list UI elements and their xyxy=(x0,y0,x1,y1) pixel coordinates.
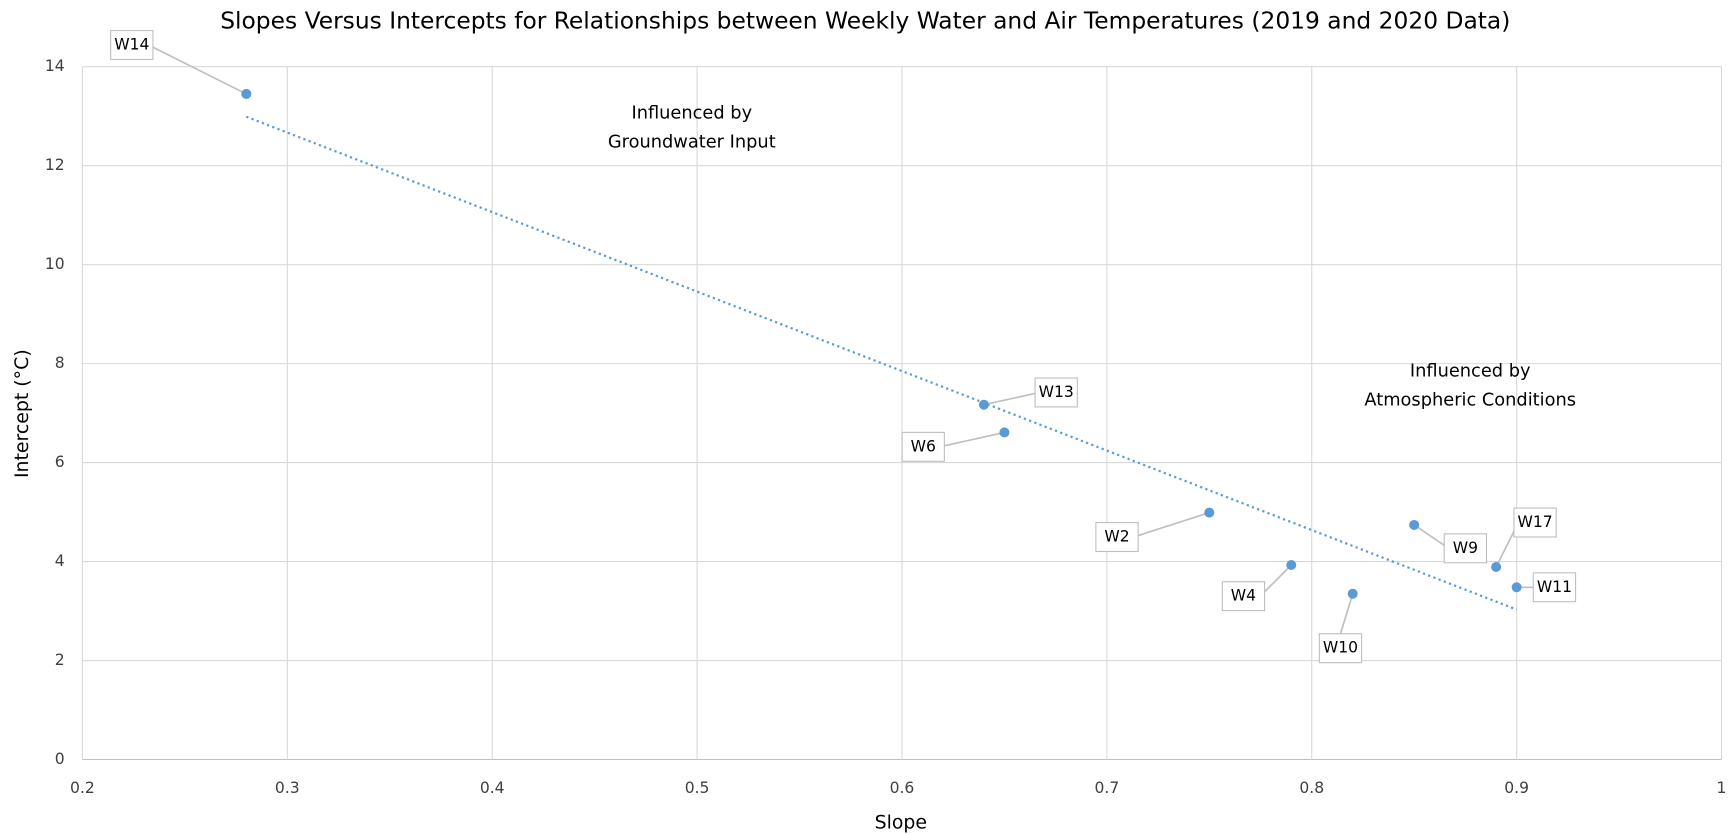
trendline xyxy=(245,115,1518,611)
callout-leader xyxy=(939,431,1005,448)
callout-leader xyxy=(1133,511,1210,538)
y-tick-label: 8 xyxy=(55,354,65,372)
annotation: Groundwater Input xyxy=(608,131,776,152)
annotation: Influenced by xyxy=(1410,360,1531,381)
y-tick-label: 14 xyxy=(45,57,65,75)
y-tick-label: 6 xyxy=(55,453,65,471)
callout-box xyxy=(1513,507,1557,538)
callout-leader xyxy=(1413,524,1450,549)
x-tick-label: 0.5 xyxy=(685,779,710,797)
callout-box xyxy=(1221,581,1266,612)
x-tick-label: 0.3 xyxy=(275,779,300,797)
x-tick-label: 0.6 xyxy=(890,779,915,797)
point-label: W14 xyxy=(114,36,149,54)
x-tick-label: 0.8 xyxy=(1299,779,1324,797)
chart-title: Slopes Versus Intercepts for Relationshi… xyxy=(220,7,1510,35)
callout-box xyxy=(1318,633,1363,664)
point xyxy=(1491,561,1502,573)
point-label: W9 xyxy=(1453,539,1478,557)
point xyxy=(1511,582,1522,593)
y-tick-label: 0 xyxy=(55,750,65,768)
point xyxy=(978,399,989,410)
callout-box xyxy=(110,29,154,61)
point xyxy=(999,427,1010,438)
point-label: W4 xyxy=(1231,587,1256,605)
x-tick-label: 0.2 xyxy=(70,779,95,797)
point xyxy=(1286,560,1297,571)
callout-leader xyxy=(148,44,247,95)
callout-box xyxy=(1443,533,1488,564)
callout-box xyxy=(1034,377,1078,408)
x-tick-label: 0.9 xyxy=(1504,779,1529,797)
point xyxy=(1347,588,1358,599)
callout-box xyxy=(1095,522,1139,553)
callout-box xyxy=(1532,572,1577,603)
y-tick-label: 4 xyxy=(55,552,65,570)
callout-leader xyxy=(1339,593,1354,635)
y-tick-label: 2 xyxy=(55,651,65,669)
y-tick-label: 10 xyxy=(45,255,65,273)
point xyxy=(1204,507,1215,518)
point-label: W10 xyxy=(1323,639,1358,657)
point-label: W6 xyxy=(911,437,936,455)
point xyxy=(241,88,252,99)
y-axis-title: Intercept (°C) xyxy=(11,349,33,478)
x-tick-label: 1 xyxy=(1717,779,1727,797)
point-label: W17 xyxy=(1517,513,1552,531)
x-tick-label: 0.7 xyxy=(1094,779,1119,797)
annotation: Atmospheric Conditions xyxy=(1364,389,1576,410)
point-label: W13 xyxy=(1039,383,1074,401)
callout-box xyxy=(901,431,945,462)
annotation: Influenced by xyxy=(631,102,752,123)
x-axis-title: Slope xyxy=(875,811,927,833)
callout-leader xyxy=(983,391,1040,406)
point xyxy=(1409,519,1420,530)
y-tick-label: 12 xyxy=(45,156,65,174)
callout-leader xyxy=(1259,564,1292,597)
x-tick-label: 0.4 xyxy=(480,779,505,797)
point-label: W11 xyxy=(1537,578,1572,596)
point-label: W2 xyxy=(1104,528,1129,546)
